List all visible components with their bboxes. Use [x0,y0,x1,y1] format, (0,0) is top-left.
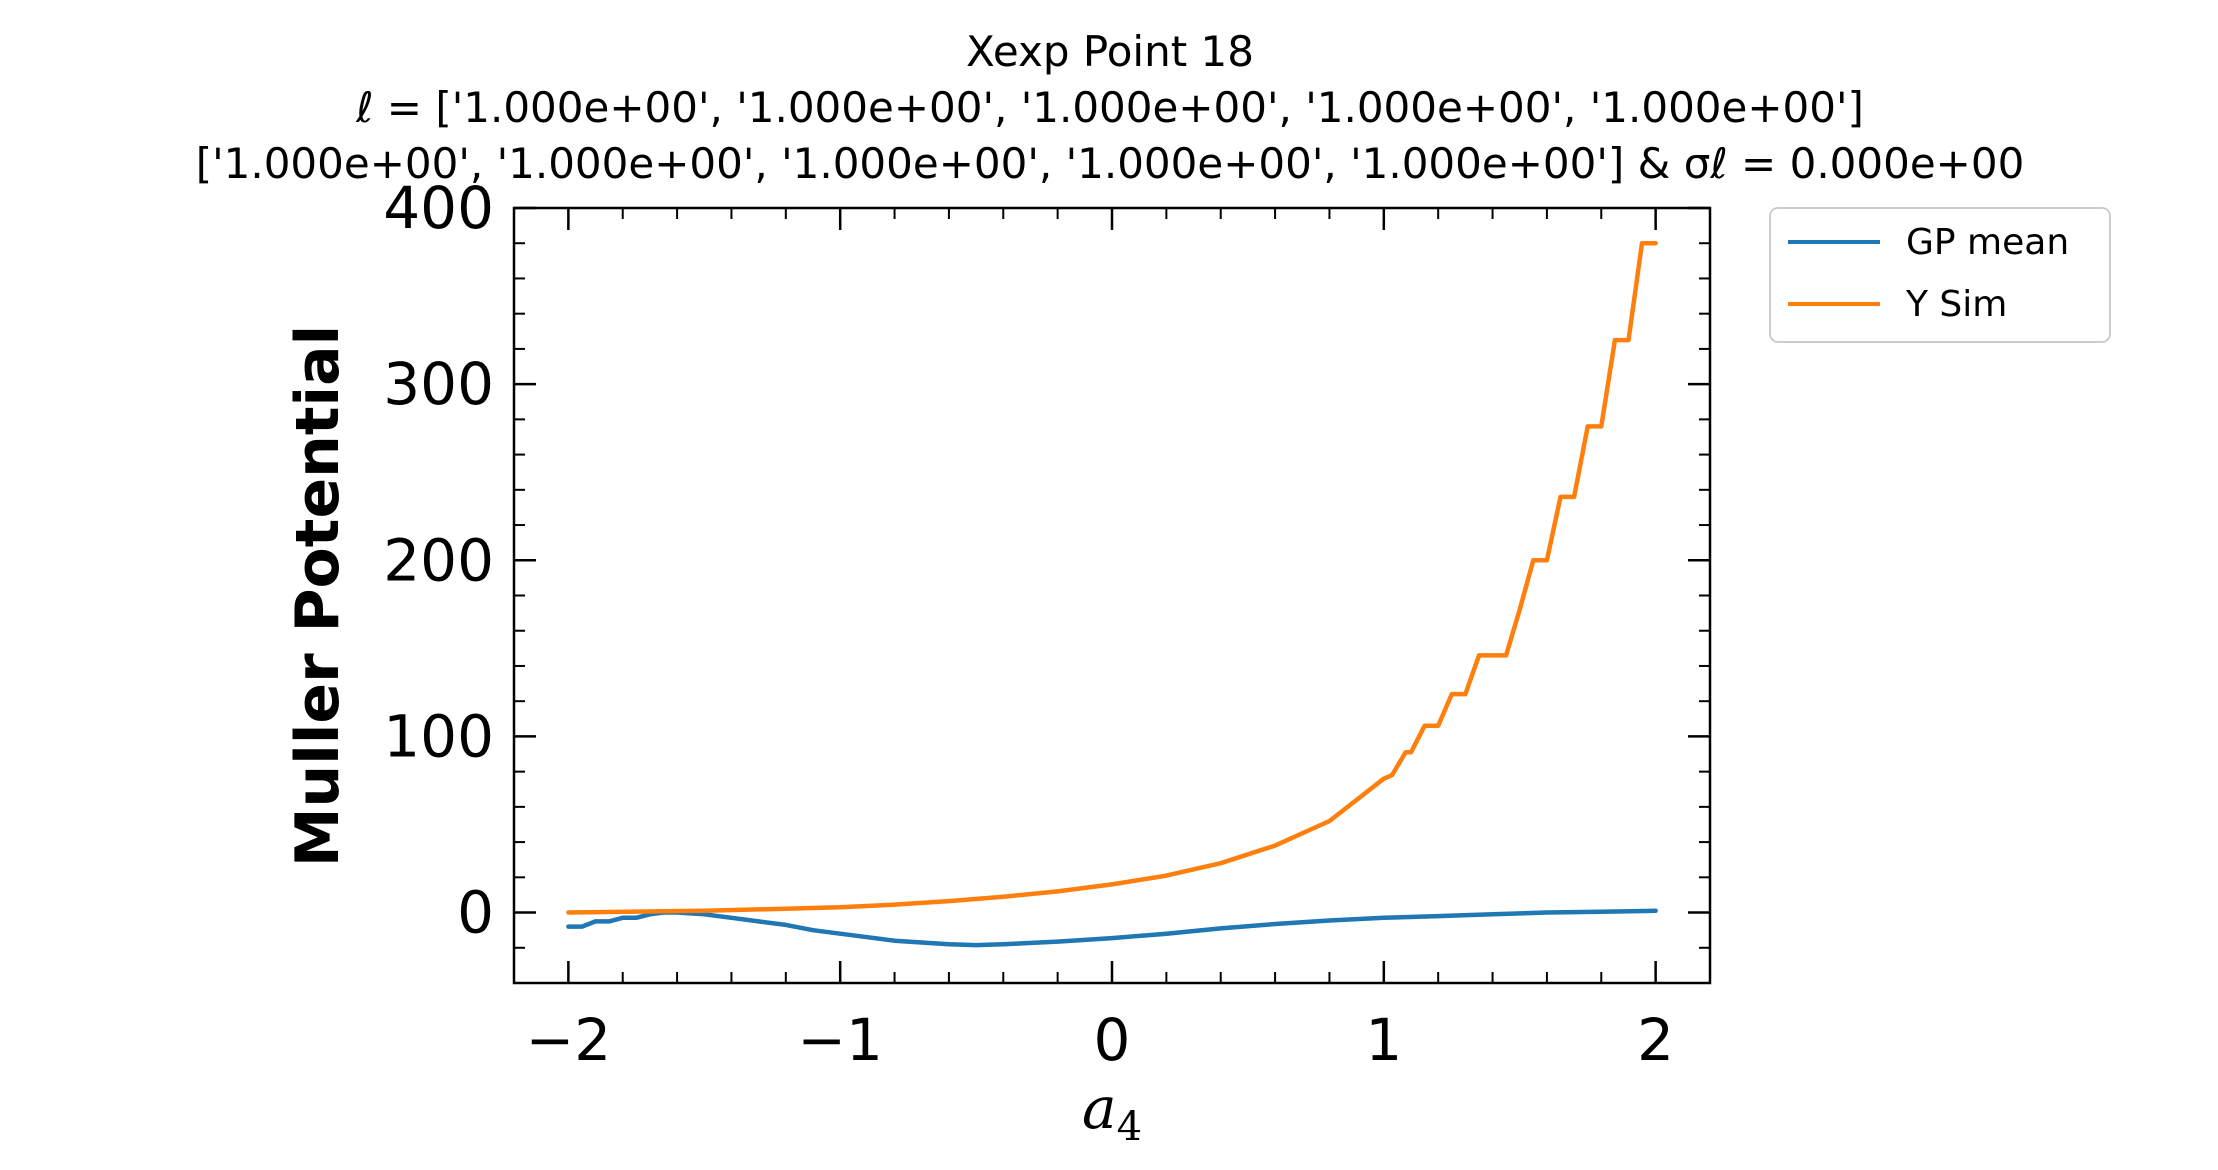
legend-label-y-sim: Y Sim [1905,284,2007,325]
axis-tick-labels: −2 −1 0 1 2 0 100 200 300 400 [383,174,1674,1074]
x-tick-label: 2 [1637,1006,1674,1074]
axis-ticks [513,206,1711,984]
plot-area-frame [512,206,1712,985]
y-tick-label: 0 [457,879,494,947]
x-axis-label-subscript: 4 [1117,1104,1142,1150]
y-tick-label: 400 [383,174,494,242]
legend-label-gp-mean: GP mean [1906,222,2069,263]
x-tick-label: 1 [1365,1006,1402,1074]
legend: GP mean Y Sim [1769,207,2111,343]
x-tick-label: 0 [1094,1006,1131,1074]
chart-title: Xexp Point 18 [966,27,1254,76]
chart-subtitle-line-2: ['1.000e+00', '1.000e+00', '1.000e+00', … [196,139,2025,188]
series-layer [566,240,1658,948]
y-tick-label: 200 [383,526,494,594]
series-line-gp-mean [566,908,1658,948]
chart-subtitle-line-1: ℓ = ['1.000e+00', '1.000e+00', '1.000e+0… [355,83,1864,132]
x-axis-label-main: a [1082,1074,1117,1142]
series-line-y-sim [566,240,1658,915]
x-axis-label: a4 [1082,1074,1142,1150]
y-axis-label: Muller Potential [283,325,353,867]
x-tick-label: −1 [797,1006,883,1074]
y-tick-label: 100 [383,702,494,770]
x-tick-label: −2 [526,1006,612,1074]
y-tick-label: 300 [383,350,494,418]
